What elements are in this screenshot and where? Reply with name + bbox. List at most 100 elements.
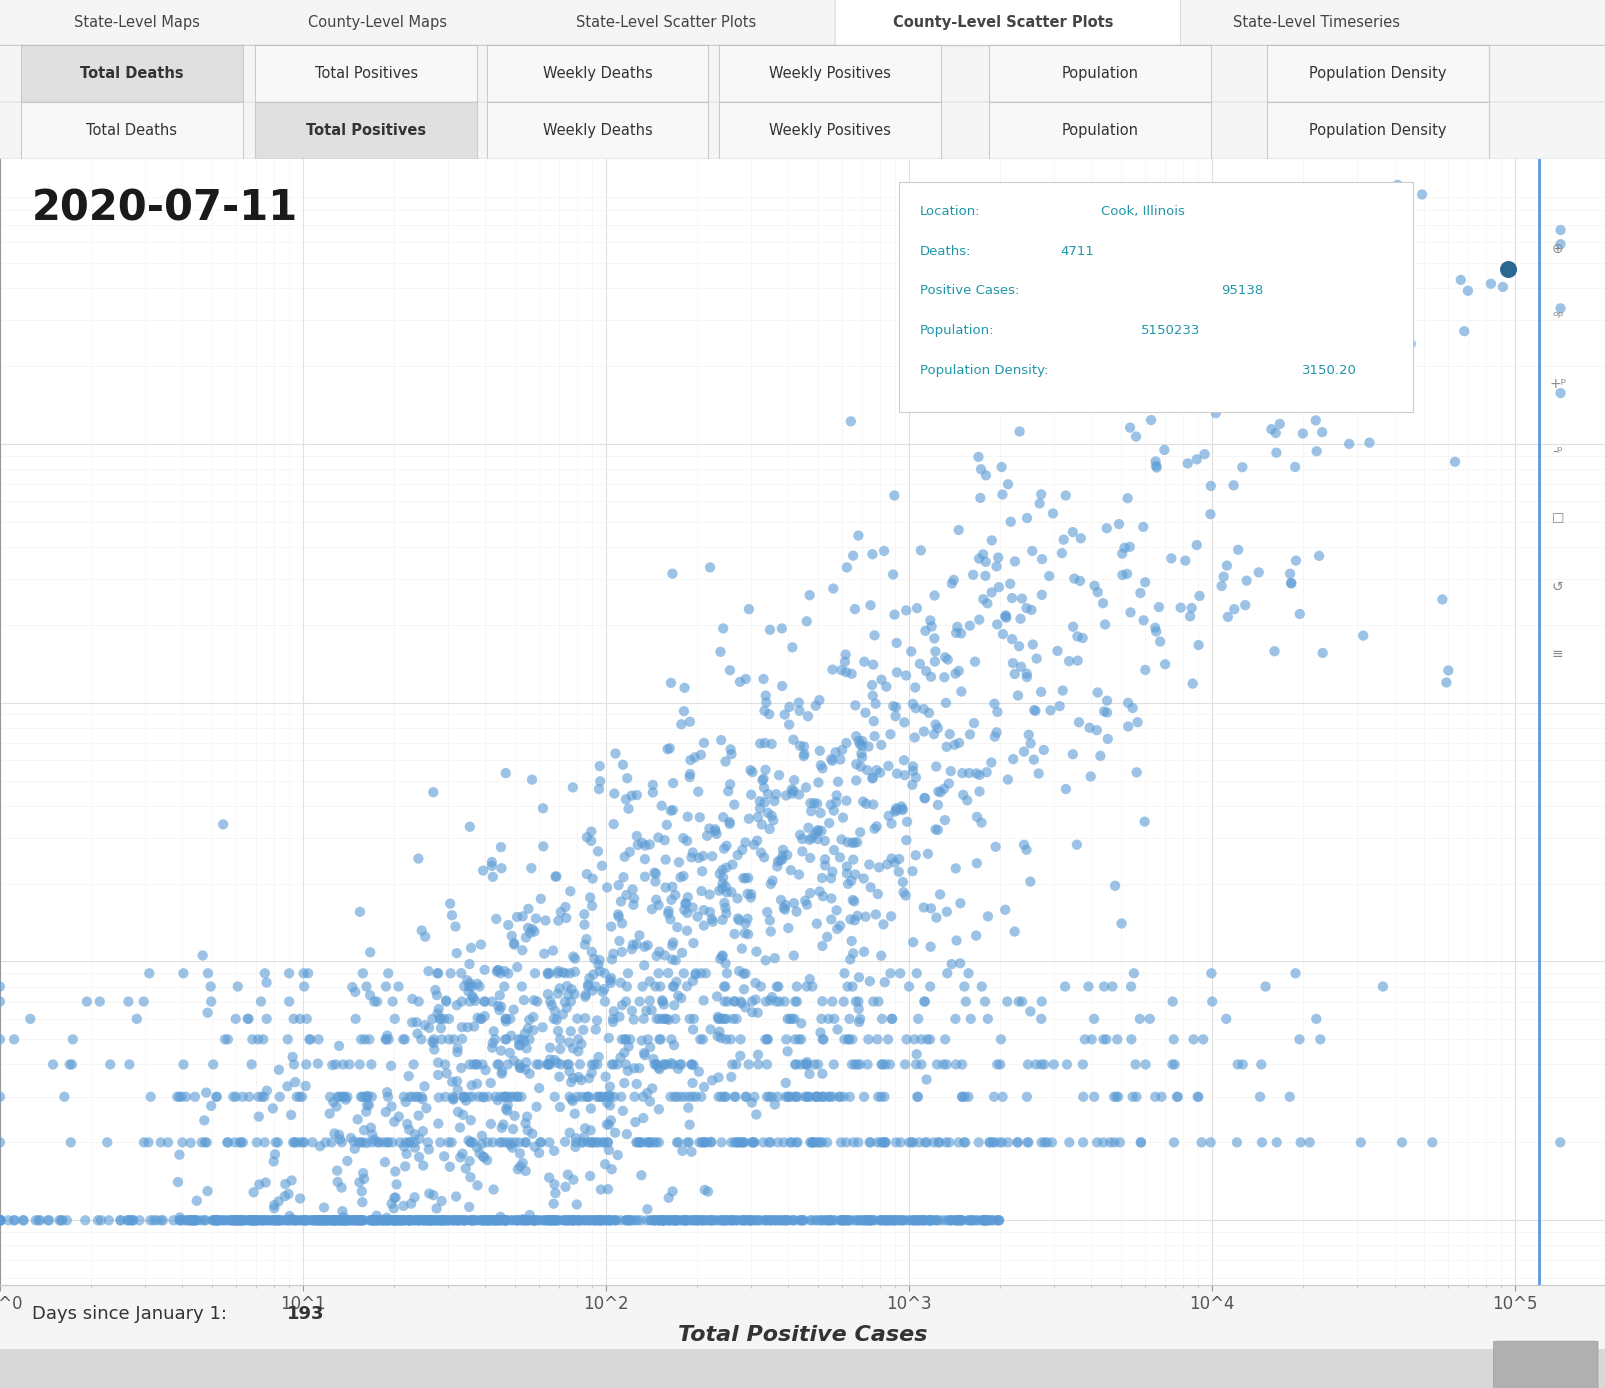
Point [759, 985, 785, 1008]
Point [679, 1053, 705, 1076]
Point [385, 1209, 411, 1231]
Point [262, 1209, 287, 1231]
Point [623, 1131, 648, 1153]
Point [778, 779, 804, 801]
Point [751, 1209, 777, 1231]
Point [709, 859, 735, 881]
Point [775, 713, 801, 736]
Point [772, 1072, 798, 1094]
Point [597, 969, 623, 991]
Point [868, 669, 894, 691]
Point [390, 1209, 416, 1231]
Point [684, 1209, 709, 1231]
Point [457, 1109, 483, 1131]
Point [315, 1209, 340, 1231]
Point [197, 1095, 223, 1117]
Point [454, 1016, 480, 1038]
Point [242, 1209, 268, 1231]
Point [178, 1209, 204, 1231]
Point [790, 827, 815, 849]
Point [440, 1070, 465, 1092]
Point [820, 838, 846, 861]
Point [279, 1045, 305, 1067]
Point [881, 604, 907, 626]
Text: Positive Cases:: Positive Cases: [920, 285, 1019, 297]
Point [560, 1209, 586, 1231]
Point [515, 1209, 541, 1231]
Point [576, 1165, 602, 1187]
Point [599, 1053, 624, 1076]
Point [1032, 1131, 1058, 1153]
Point [451, 1209, 477, 1231]
Point [637, 833, 663, 855]
Point [313, 1209, 339, 1231]
Point [1167, 597, 1193, 619]
Point [1252, 976, 1278, 998]
Point [880, 695, 905, 718]
Point [409, 1209, 435, 1231]
Point [804, 912, 830, 934]
Point [360, 1209, 385, 1231]
Point [1132, 1053, 1157, 1076]
Point [902, 697, 928, 719]
Point [820, 1085, 846, 1108]
Point [278, 1103, 303, 1126]
Point [432, 1209, 457, 1231]
Point [539, 1209, 565, 1231]
Point [587, 1209, 613, 1231]
Point [369, 1209, 395, 1231]
Point [1119, 1085, 1144, 1108]
Point [96, 1209, 122, 1231]
Point [900, 931, 926, 954]
Point [644, 945, 669, 967]
Point [404, 1023, 430, 1045]
Point [592, 1066, 618, 1088]
Point [478, 991, 504, 1013]
Point [977, 582, 1003, 604]
Point [254, 972, 279, 994]
Point [857, 1209, 883, 1231]
Point [658, 888, 684, 911]
Point [406, 1146, 432, 1169]
Point [424, 984, 449, 1006]
Point [941, 734, 966, 756]
Point [727, 991, 753, 1013]
Point [244, 1209, 270, 1231]
Point [1005, 1131, 1030, 1153]
Point [777, 1085, 802, 1108]
Point [679, 1141, 705, 1163]
Point [634, 1198, 660, 1220]
Point [1448, 269, 1473, 291]
Point [1090, 1131, 1115, 1153]
Point [713, 856, 738, 879]
Point [376, 1209, 401, 1231]
Point [1172, 550, 1197, 572]
Point [912, 991, 937, 1013]
Point [510, 1209, 536, 1231]
Point [1164, 1085, 1189, 1108]
Point [849, 790, 875, 812]
Point [1099, 976, 1125, 998]
Point [488, 836, 514, 858]
Point [904, 597, 929, 619]
Point [843, 769, 868, 791]
Point [703, 823, 729, 845]
Point [737, 887, 762, 909]
Point [315, 1209, 340, 1231]
Point [1282, 550, 1308, 572]
Point [884, 1209, 910, 1231]
Point [499, 1209, 525, 1231]
Point [737, 1209, 762, 1231]
Point [730, 868, 756, 890]
Point [258, 1209, 284, 1231]
Point [1114, 691, 1140, 713]
Point [709, 944, 735, 966]
Point [469, 1053, 494, 1076]
Point [363, 1209, 388, 1231]
Point [539, 994, 565, 1016]
Point [881, 851, 907, 873]
Point [236, 1209, 262, 1231]
Point [973, 551, 998, 573]
Point [1329, 341, 1355, 364]
Point [542, 1183, 568, 1205]
